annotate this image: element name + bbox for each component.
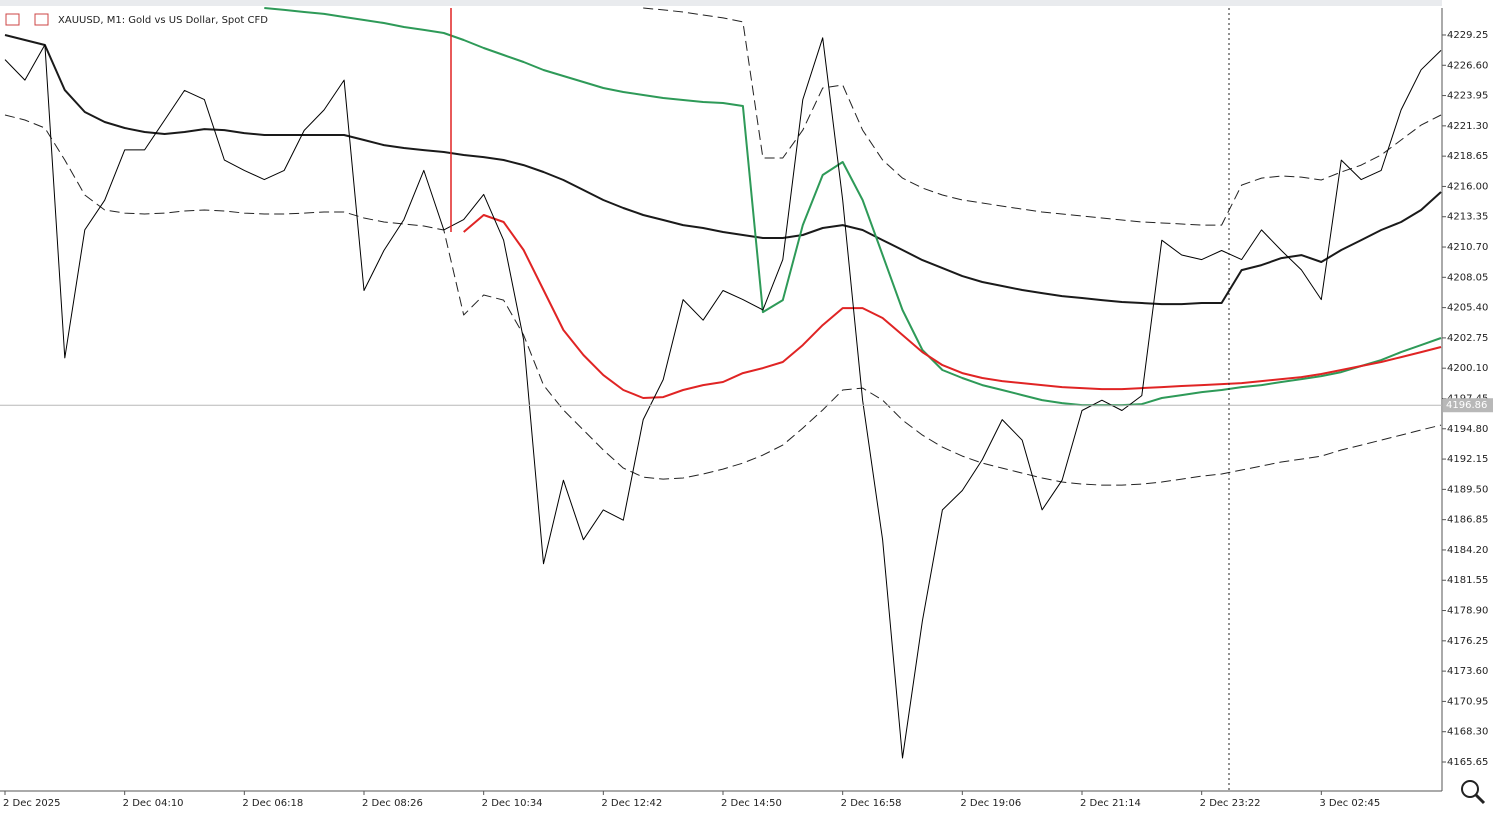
y-tick-label: 4189.50 (1447, 484, 1488, 495)
series-line (4, 37, 1442, 759)
x-tick-label: 2 Dec 19:06 (960, 798, 1021, 809)
y-tick-label: 4218.65 (1447, 151, 1488, 162)
x-tick-label: 2 Dec 08:26 (362, 798, 423, 809)
y-tick-label: 4170.95 (1447, 696, 1488, 707)
x-tick-label: 2 Dec 10:34 (482, 798, 543, 809)
y-tick-label: 4184.20 (1447, 545, 1488, 556)
y-tick-label: 4200.10 (1447, 363, 1488, 374)
current-price-label: 4196.86 (1446, 400, 1487, 411)
y-tick-label: 4173.60 (1447, 666, 1488, 677)
y-tick-label: 4208.05 (1447, 272, 1488, 283)
y-tick-label: 4223.95 (1447, 91, 1488, 102)
y-tick-label: 4226.60 (1447, 60, 1488, 71)
y-tick-label: 4192.15 (1447, 454, 1488, 465)
y-tick-label: 4178.90 (1447, 606, 1488, 617)
toolbar-strip (0, 0, 1500, 6)
series-line (463, 214, 1442, 399)
zoom-glass[interactable] (1461, 780, 1479, 798)
x-tick-label: 2 Dec 14:50 (721, 798, 782, 809)
y-tick-label: 4176.25 (1447, 636, 1488, 647)
zoom-handle[interactable] (1474, 793, 1486, 805)
y-tick-label: 4194.80 (1447, 424, 1488, 435)
series-line (4, 114, 1442, 486)
series-line (643, 7, 1442, 226)
x-tick-label: 2 Dec 23:22 (1200, 798, 1261, 809)
y-tick-label: 4202.75 (1447, 333, 1488, 344)
series-line (264, 7, 1442, 407)
x-tick-label: 3 Dec 02:45 (1319, 798, 1380, 809)
icon[interactable] (5, 13, 20, 26)
y-tick-label: 4168.30 (1447, 727, 1488, 738)
y-tick-label: 4229.25 (1447, 30, 1488, 41)
x-tick-label: 2 Dec 04:10 (123, 798, 184, 809)
series-line (4, 34, 1442, 306)
y-tick-label: 4205.40 (1447, 303, 1488, 314)
y-tick-label: 4221.30 (1447, 121, 1488, 132)
x-tick-label: 2 Dec 06:18 (242, 798, 303, 809)
y-tick-label: 4213.35 (1447, 212, 1488, 223)
x-tick-label: 2 Dec 12:42 (601, 798, 662, 809)
y-tick-label: 4181.55 (1447, 575, 1488, 586)
chart-title: XAUUSD, M1: Gold vs US Dollar, Spot CFD (58, 15, 268, 26)
zoom-icon[interactable] (1461, 780, 1486, 805)
x-tick-label: 2 Dec 16:58 (841, 798, 902, 809)
x-tick-label: 2 Dec 2025 (3, 798, 61, 809)
icon[interactable] (34, 13, 49, 26)
y-tick-label: 4186.85 (1447, 515, 1488, 526)
current-price-box (1443, 398, 1493, 413)
y-tick-label: 4165.65 (1447, 757, 1488, 768)
plot-area (4, 7, 1442, 759)
y-tick-label: 4210.70 (1447, 242, 1488, 253)
x-tick-label: 2 Dec 21:14 (1080, 798, 1141, 809)
y-tick-label: 4216.00 (1447, 181, 1488, 192)
